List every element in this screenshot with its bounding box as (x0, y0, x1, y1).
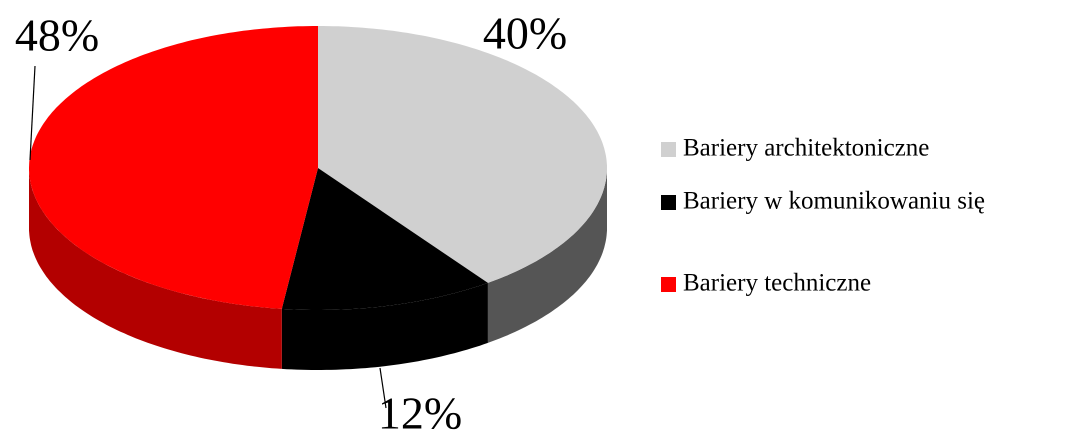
leader-line (29, 65, 36, 161)
pie-slice (318, 26, 607, 283)
pie-slice-side (487, 168, 607, 343)
legend-label: Bariery w komunikowaniu się (683, 188, 985, 215)
legend-label: Bariery architektoniczne (683, 135, 929, 162)
leader-line (379, 367, 387, 409)
data-label: 48% (15, 10, 99, 61)
pie-slice (29, 26, 318, 309)
pie-slice-side (29, 168, 282, 369)
legend-swatch (661, 277, 676, 292)
data-label: 40% (483, 8, 567, 59)
pie-slice-side (281, 282, 488, 370)
legend-swatch (661, 195, 676, 210)
legend: Bariery architektoniczne Bariery w komuni… (661, 135, 985, 297)
pie-slice (281, 168, 488, 310)
pie-tops (29, 26, 607, 310)
data-label: 12% (378, 388, 462, 439)
legend-swatch (661, 142, 676, 157)
pie-sides (29, 168, 607, 370)
data-labels: 40% 12% 48% (15, 8, 567, 439)
legend-label: Bariery techniczne (683, 270, 871, 297)
